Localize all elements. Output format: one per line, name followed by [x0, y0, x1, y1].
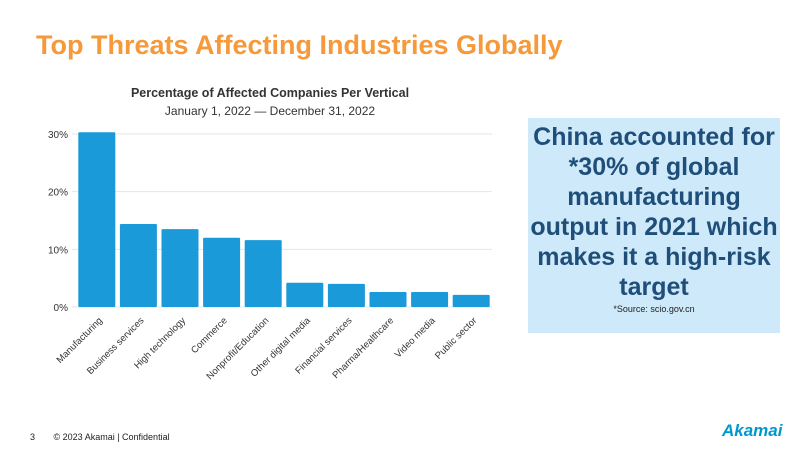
bar: [119, 223, 157, 307]
chart-title: Percentage of Affected Companies Per Ver…: [130, 86, 410, 100]
bar: [78, 132, 116, 307]
callout-source: *Source: scio.gov.cn: [613, 304, 695, 314]
bar: [369, 292, 407, 307]
y-tick-label: 0%: [54, 303, 69, 314]
y-tick-label: 20%: [48, 188, 68, 199]
page-number: 3: [30, 432, 36, 442]
copyright: © 2023 Akamai | Confidential: [53, 432, 170, 442]
bar: [327, 283, 365, 307]
chart-subtitle: January 1, 2022 — December 31, 2022: [164, 104, 376, 118]
y-tick-label: 10%: [48, 245, 68, 256]
footer: 3 © 2023 Akamai | Confidential: [30, 432, 186, 442]
slide-title: Top Threats Affecting Industries Globall…: [36, 30, 563, 60]
bar: [411, 292, 449, 307]
bar: [286, 282, 324, 307]
bar: [203, 237, 241, 307]
bar: [452, 294, 490, 307]
x-tick-label: Public sector: [433, 315, 479, 361]
y-tick-label: 30%: [48, 130, 68, 141]
x-tick-label: Video media: [393, 315, 439, 361]
callout-text: China accounted for *30% of global manuf…: [530, 123, 778, 301]
bar: [161, 229, 199, 307]
akamai-logo: Akamai: [722, 421, 783, 440]
callout-box: China accounted for *30% of global manuf…: [528, 118, 780, 333]
x-tick-label: Commerce: [189, 315, 230, 356]
bar: [244, 240, 282, 307]
